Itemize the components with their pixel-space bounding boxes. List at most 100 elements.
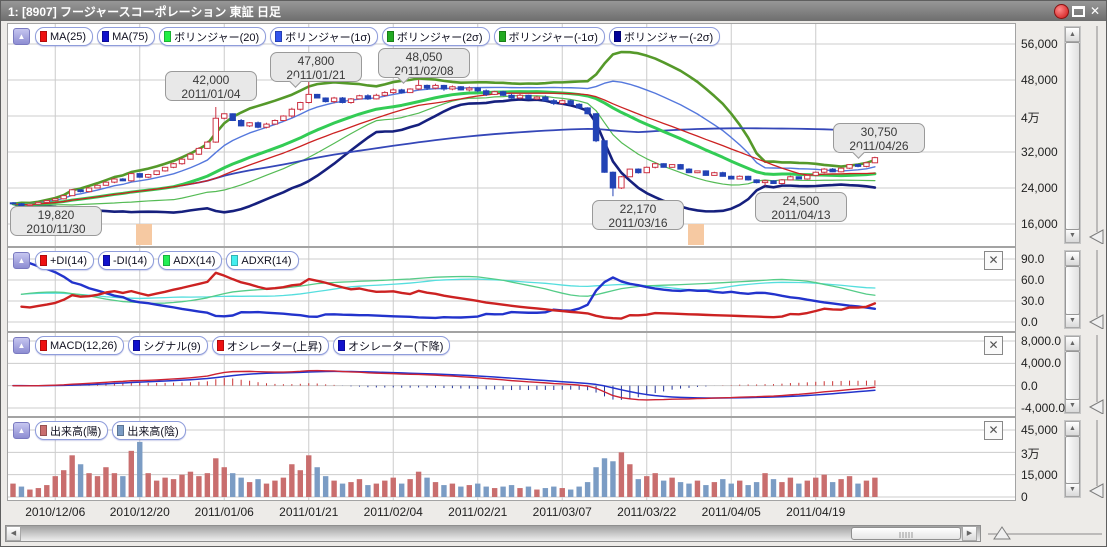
- dmi-y-label: 30.0: [1021, 294, 1045, 308]
- highlight-marker: [688, 224, 704, 245]
- scroll-thumb[interactable]: [1065, 42, 1080, 230]
- maximize-icon[interactable]: [1072, 5, 1085, 17]
- volume-y-label: 0: [1021, 489, 1028, 504]
- collapse-volume-panel-button[interactable]: ▲: [13, 422, 30, 439]
- dmi-y-label: 90.0: [1021, 252, 1045, 266]
- close-dmi-panel-icon[interactable]: ✕: [984, 251, 1003, 270]
- price-zoom-lever[interactable]: [1088, 26, 1105, 245]
- scroll-thumb[interactable]: [851, 527, 961, 540]
- collapse-macd-panel-button[interactable]: ▲: [13, 337, 30, 354]
- scroll-up-icon[interactable]: ▲: [1065, 27, 1080, 42]
- price-legend-item-5[interactable]: ボリンジャー(-1σ): [493, 27, 605, 46]
- price-legend-item-3[interactable]: ボリンジャー(1σ): [270, 27, 378, 46]
- scroll-left-icon[interactable]: ◀: [6, 526, 21, 541]
- macd-panel: ▲ MACD(12,26) シグナル(9) オシレーター(上昇) オシレーター(下降) ✕: [7, 332, 1016, 417]
- legend-swatch-icon: [338, 340, 346, 351]
- legend-label: ADXR(14): [241, 254, 292, 267]
- highlight-marker: [136, 224, 152, 245]
- legend-swatch-icon: [216, 340, 224, 351]
- legend-label: MACD(12,26): [50, 339, 118, 352]
- app-icon[interactable]: [1054, 3, 1069, 19]
- scroll-thumb[interactable]: [1065, 266, 1080, 315]
- macd-zoom-lever[interactable]: [1088, 335, 1105, 415]
- macd-y-label: 4,000.0: [1021, 356, 1062, 371]
- callout-value: 47,800: [297, 54, 335, 68]
- price-vertical-scrollbar[interactable]: ▲ ▼: [1064, 26, 1081, 244]
- legend-label: ADX(14): [173, 254, 216, 267]
- price-legend-item-4[interactable]: ボリンジャー(2σ): [381, 27, 490, 46]
- price-legend-item-0[interactable]: MA(25): [35, 27, 94, 46]
- dmi-vertical-scrollbar[interactable]: ▲ ▼: [1064, 250, 1081, 329]
- scroll-up-icon[interactable]: ▲: [1065, 251, 1080, 266]
- price-legend-item-6[interactable]: ボリンジャー(-2σ): [608, 27, 721, 46]
- dmi-legend: ▲ +DI(14) -DI(14) ADX(14) ADXR(14): [13, 251, 303, 270]
- legend-swatch-icon: [164, 31, 172, 42]
- legend-label: +DI(14): [50, 254, 87, 267]
- x-zoom-lever[interactable]: [986, 524, 1104, 542]
- legend-label: -DI(14): [113, 254, 148, 267]
- scroll-thumb[interactable]: [1065, 351, 1080, 400]
- close-window-icon[interactable]: ✕: [1089, 4, 1101, 18]
- legend-swatch-icon: [231, 255, 239, 266]
- legend-swatch-icon: [40, 425, 47, 436]
- macd-vertical-scrollbar[interactable]: ▲ ▼: [1064, 335, 1081, 414]
- scroll-up-icon[interactable]: ▲: [1065, 421, 1080, 436]
- volume-zoom-lever[interactable]: [1088, 420, 1105, 499]
- scroll-right-icon[interactable]: ▶: [962, 526, 977, 541]
- price-panel: ▲ MA(25) MA(75) ボリンジャー(20) ボリンジャー(1σ) ボリンジャー(…: [7, 23, 1016, 247]
- price-legend: ▲ MA(25) MA(75) ボリンジャー(20) ボリンジャー(1σ) ボリンジャー(…: [13, 27, 724, 46]
- macd-legend-item-1[interactable]: シグナル(9): [128, 336, 208, 355]
- legend-label: ボリンジャー(-2σ): [623, 31, 714, 44]
- scroll-down-icon[interactable]: ▼: [1065, 228, 1080, 243]
- legend-label: シグナル(9): [143, 340, 201, 353]
- dmi-y-label: 60.0: [1021, 273, 1045, 287]
- legend-swatch-icon: [613, 31, 621, 42]
- legend-label: 出来高(陽): [50, 425, 102, 438]
- price-y-label: 16,000: [1021, 217, 1058, 231]
- price-legend-item-2[interactable]: ボリンジャー(20): [159, 27, 267, 46]
- macd-legend-item-2[interactable]: オシレーター(上昇): [211, 336, 330, 355]
- volume-y-label: 15,000: [1021, 467, 1058, 482]
- callout-value: 22,170: [619, 202, 657, 216]
- x-axis-label: 2011/03/07: [532, 505, 592, 519]
- legend-label: ボリンジャー(-1σ): [508, 31, 598, 44]
- callout-value: 48,050: [405, 50, 443, 64]
- close-macd-panel-icon[interactable]: ✕: [984, 336, 1003, 355]
- price-legend-item-1[interactable]: MA(75): [97, 27, 156, 46]
- legend-label: ボリンジャー(1σ): [285, 31, 371, 44]
- macd-y-label: 0.0: [1021, 378, 1038, 393]
- close-volume-panel-icon[interactable]: ✕: [984, 421, 1003, 440]
- x-axis-label: 2011/01/06: [194, 505, 254, 519]
- macd-y-label: 8,000.0: [1021, 334, 1062, 348]
- scroll-thumb[interactable]: [1065, 436, 1080, 484]
- dmi-legend-item-3[interactable]: ADXR(14): [226, 251, 299, 270]
- collapse-price-panel-button[interactable]: ▲: [13, 28, 30, 45]
- macd-y-label: -4,000.0: [1021, 400, 1066, 415]
- volume-legend-item-1[interactable]: 出来高(陰): [112, 421, 186, 440]
- dmi-legend-item-1[interactable]: -DI(14): [98, 251, 155, 270]
- volume-legend-item-0[interactable]: 出来高(陽): [35, 421, 109, 440]
- dmi-legend-item-0[interactable]: +DI(14): [35, 251, 94, 270]
- volume-y-label: 3万: [1021, 447, 1040, 462]
- collapse-dmi-panel-button[interactable]: ▲: [13, 252, 30, 269]
- macd-legend-item-3[interactable]: オシレーター(下降): [333, 336, 451, 355]
- callout-date: 2011/04/13: [771, 208, 831, 222]
- callout-date: 2011/04/26: [849, 139, 909, 153]
- dmi-zoom-lever[interactable]: [1088, 250, 1105, 330]
- macd-legend-item-0[interactable]: MACD(12,26): [35, 336, 125, 355]
- price-callout: 22,170 2011/03/16: [592, 200, 684, 230]
- x-axis-label: 2011/02/21: [448, 505, 508, 519]
- horizontal-scrollbar[interactable]: ◀ ▶: [5, 525, 981, 542]
- scroll-up-icon[interactable]: ▲: [1065, 336, 1080, 351]
- legend-swatch-icon: [275, 31, 283, 42]
- volume-panel: ▲ 出来高(陽) 出来高(陰) ✕: [7, 417, 1016, 501]
- volume-vertical-scrollbar[interactable]: ▲ ▼: [1064, 420, 1081, 498]
- dmi-legend-item-2[interactable]: ADX(14): [158, 251, 223, 270]
- x-axis-label: 2011/01/21: [279, 505, 339, 519]
- callout-date: 2011/03/16: [608, 216, 668, 230]
- price-y-label: 48,000: [1021, 73, 1058, 87]
- legend-label: ボリンジャー(20): [174, 31, 260, 44]
- legend-swatch-icon: [386, 31, 394, 42]
- window-titlebar[interactable]: 1: [8907] フージャースコーポレーション 東証 日足 ✕: [1, 1, 1106, 21]
